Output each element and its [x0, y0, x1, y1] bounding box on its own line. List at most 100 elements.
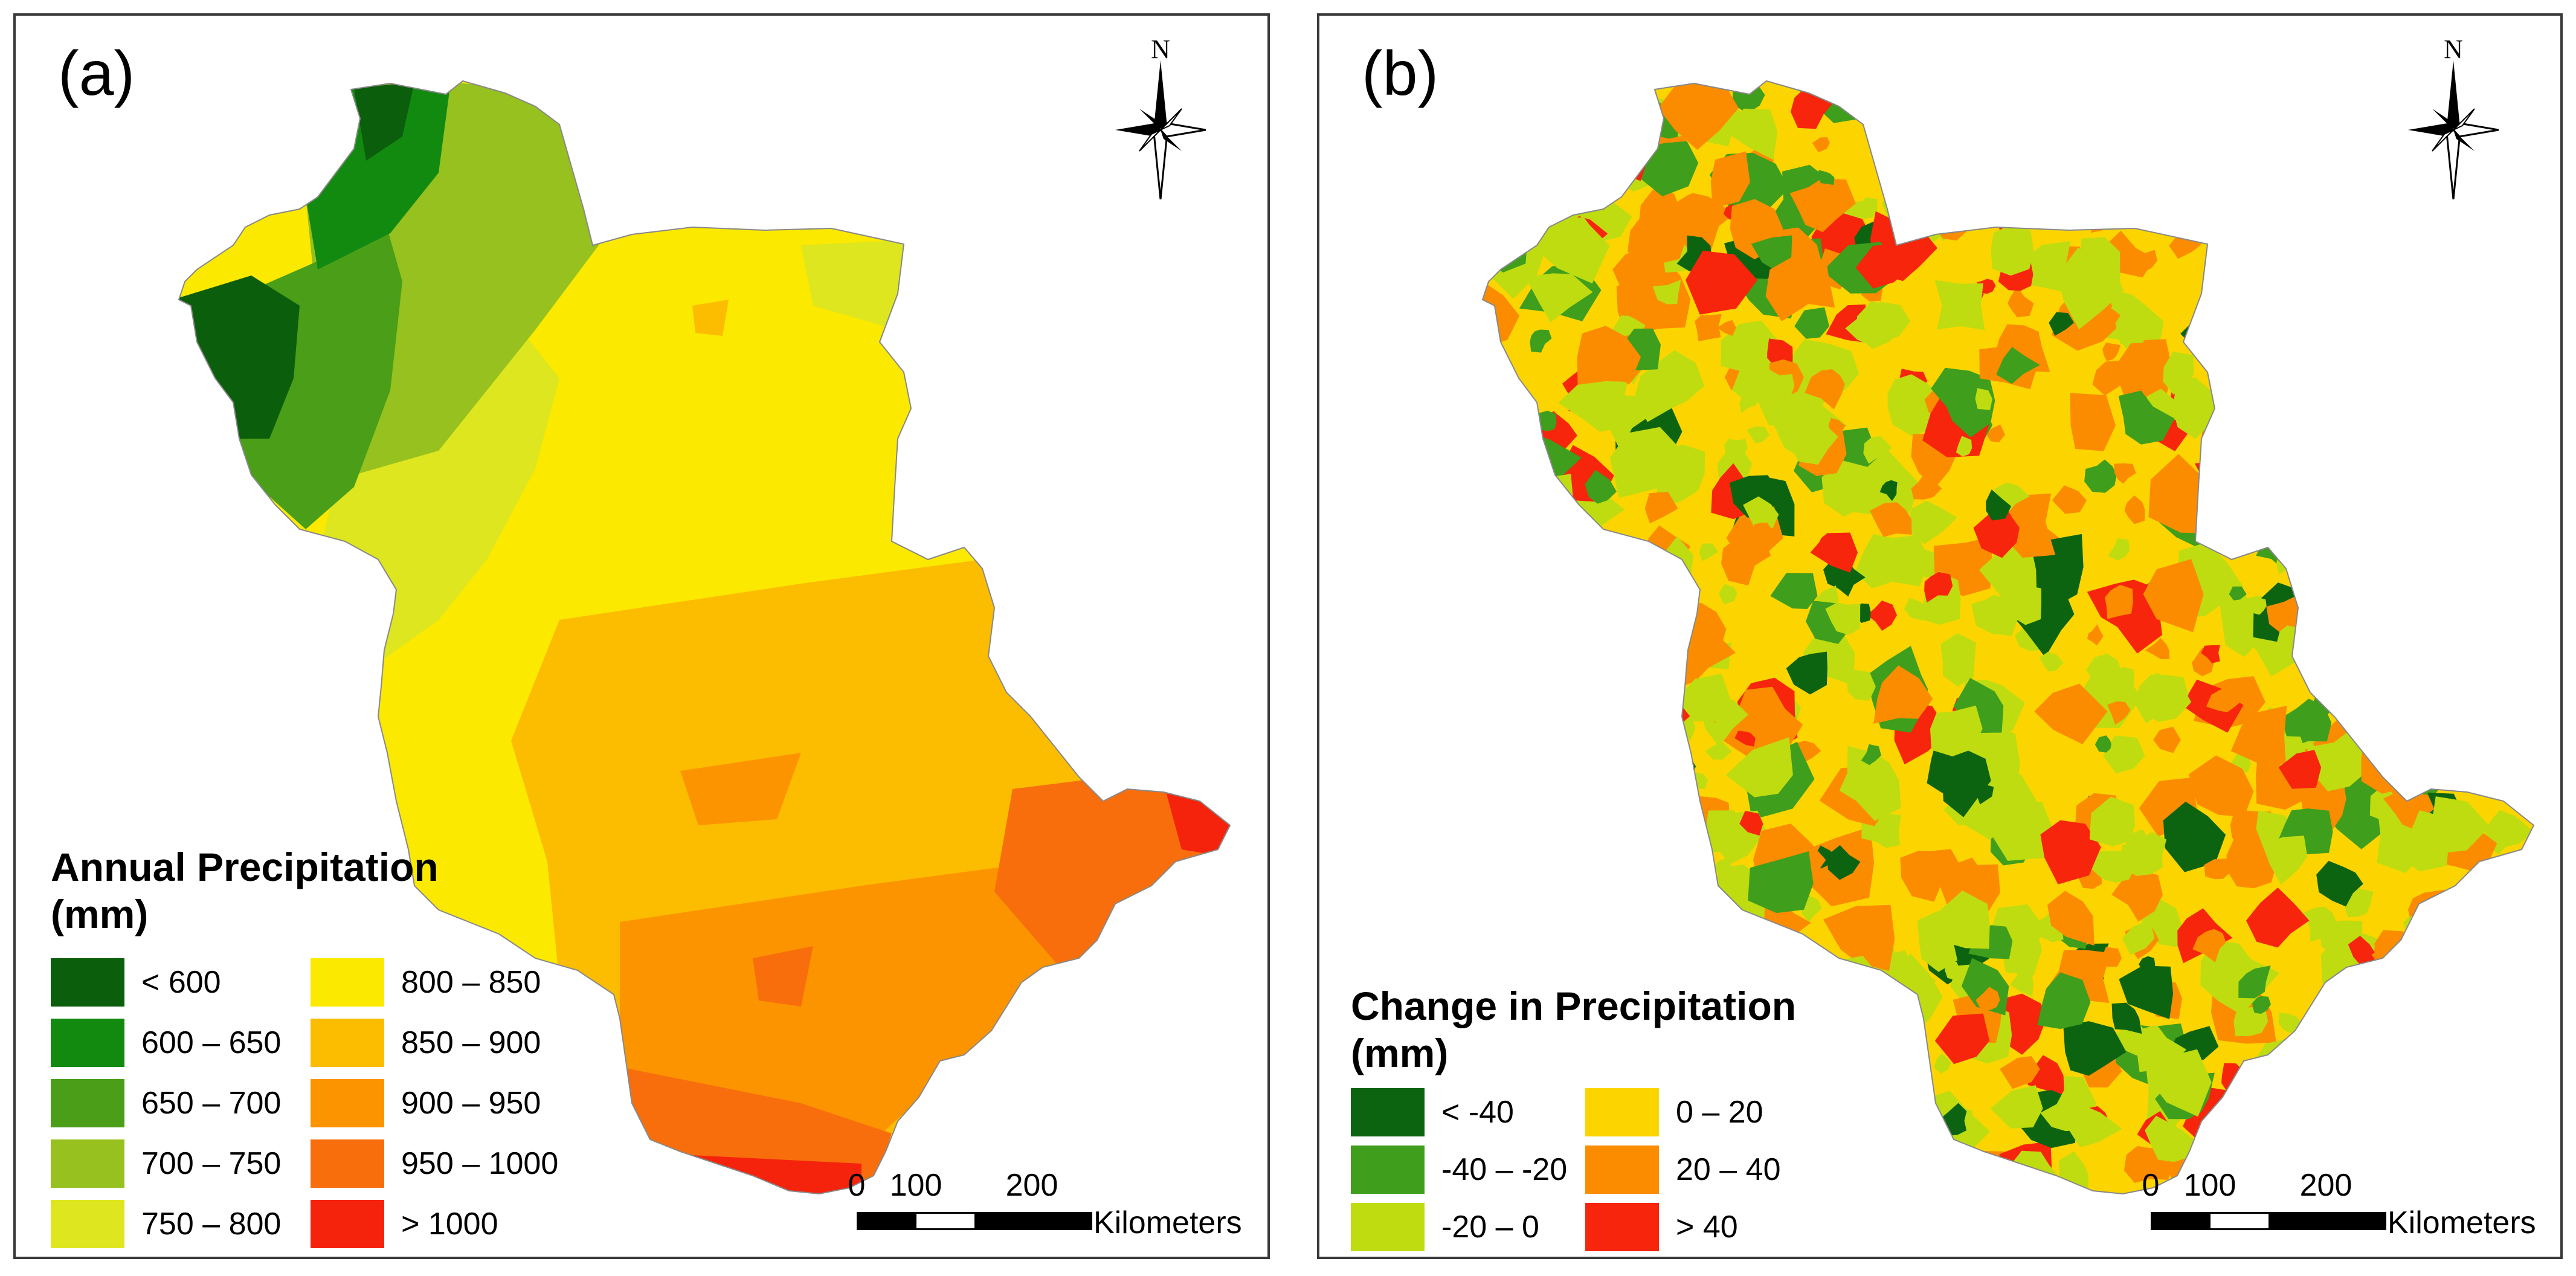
change-patch — [2000, 1056, 2040, 1089]
change-patch — [2265, 441, 2325, 514]
change-patch — [2095, 735, 2111, 753]
change-patch — [2445, 515, 2490, 555]
change-patch — [2489, 707, 2534, 765]
north-letter: N — [2444, 34, 2463, 64]
change-patch — [2496, 262, 2534, 320]
change-patch — [2226, 828, 2277, 889]
change-patch — [1484, 401, 1520, 430]
change-patch — [2481, 1168, 2504, 1194]
change-patch — [2198, 475, 2236, 521]
change-patch — [1483, 185, 1531, 253]
change-patch — [1743, 496, 1779, 535]
change-patch — [1922, 184, 2005, 228]
change-patch — [2087, 624, 2104, 646]
change-patch — [2362, 334, 2410, 381]
change-patch — [2111, 1002, 2142, 1034]
change-patch — [2233, 1007, 2268, 1037]
change-patch — [2260, 396, 2308, 441]
change-patch — [2111, 86, 2139, 110]
change-patch — [2283, 1068, 2297, 1087]
change-patch — [2407, 1017, 2478, 1080]
change-patch — [2392, 296, 2459, 364]
change-patch — [1718, 584, 1737, 605]
change-patch — [2529, 141, 2534, 169]
change-patch — [2090, 181, 2150, 233]
change-patch — [2117, 181, 2140, 218]
change-patch — [2354, 1074, 2370, 1089]
scale-bar-track — [2151, 1212, 2386, 1230]
change-patch — [2185, 105, 2223, 147]
legend-label: 20 – 40 — [1676, 1152, 1781, 1187]
change-patch — [1956, 436, 1972, 457]
change-patch — [2033, 125, 2055, 147]
change-patch — [2119, 965, 2174, 1019]
patch-950-1000-a — [753, 946, 813, 1007]
region-outline — [1481, 80, 2535, 1195]
legend-swatch — [1585, 1146, 1659, 1194]
change-patch — [1827, 1156, 1869, 1194]
change-patch — [1568, 536, 1586, 555]
legend-swatch — [311, 1019, 384, 1067]
change-patch — [1621, 620, 1639, 640]
change-patch — [1770, 573, 1818, 609]
change-patch — [2070, 393, 2116, 451]
change-patch — [2475, 1097, 2534, 1169]
change-patch — [1616, 253, 1691, 341]
change-patch — [1934, 1053, 1951, 1074]
legend-item: < -40 — [1351, 1088, 1514, 1136]
change-patch — [2507, 1017, 2534, 1079]
legend-item: 850 – 900 — [311, 1019, 541, 1067]
change-patch — [2308, 135, 2367, 212]
change-patch — [1518, 586, 1584, 638]
change-patch — [1483, 512, 1524, 566]
change-patch — [1526, 733, 1542, 751]
change-patch — [1831, 1114, 1892, 1170]
change-patch — [2252, 996, 2271, 1014]
change-patch — [2069, 81, 2128, 118]
change-patch — [2320, 334, 2396, 401]
region-under-600-north — [354, 82, 414, 161]
change-patch — [2421, 1060, 2454, 1091]
legend-label: > 1000 — [401, 1207, 498, 1242]
change-patch — [2115, 309, 2147, 344]
change-patch — [1973, 501, 2020, 558]
change-patch — [1922, 1168, 1940, 1182]
change-patch — [2045, 126, 2077, 151]
change-patch — [2331, 1115, 2347, 1129]
change-patch — [2441, 1077, 2485, 1128]
change-patch — [1807, 973, 1824, 988]
change-patch — [2473, 1164, 2490, 1179]
change-patch — [2299, 478, 2363, 539]
change-patch — [2120, 251, 2145, 274]
change-patch — [2118, 390, 2175, 445]
change-patch — [1705, 810, 1739, 852]
change-patch — [2436, 651, 2458, 672]
change-patch — [1483, 127, 1515, 172]
change-patch — [1496, 508, 1541, 544]
change-patch — [2111, 870, 2163, 922]
change-patch — [1483, 746, 1528, 831]
panel-label: (a) — [58, 39, 135, 109]
compass-rose-icon — [1115, 60, 1206, 199]
legend-label: 950 – 1000 — [401, 1146, 559, 1181]
change-patch — [2230, 706, 2287, 765]
legend-title-line1: Annual Precipitation — [51, 845, 439, 889]
legend-title-line1: Change in Precipitation — [1351, 984, 1797, 1028]
change-patch — [1583, 625, 1624, 674]
change-patch — [1821, 460, 1873, 517]
change-patch — [2404, 646, 2435, 678]
precipitation-map — [178, 80, 1231, 1195]
change-patch — [1500, 637, 1564, 696]
change-patch — [2163, 352, 2194, 395]
change-patch — [1483, 598, 1495, 625]
change-patch — [1577, 326, 1641, 385]
change-patch — [1676, 674, 1731, 722]
change-patch — [2084, 459, 2117, 493]
change-patch — [2482, 381, 2534, 449]
legend-label: 750 – 800 — [141, 1207, 282, 1242]
change-patch — [2482, 403, 2534, 460]
change-patch — [1501, 514, 1533, 547]
change-patch — [2484, 399, 2516, 427]
change-patch — [2250, 394, 2313, 445]
change-patch — [2365, 1056, 2417, 1118]
